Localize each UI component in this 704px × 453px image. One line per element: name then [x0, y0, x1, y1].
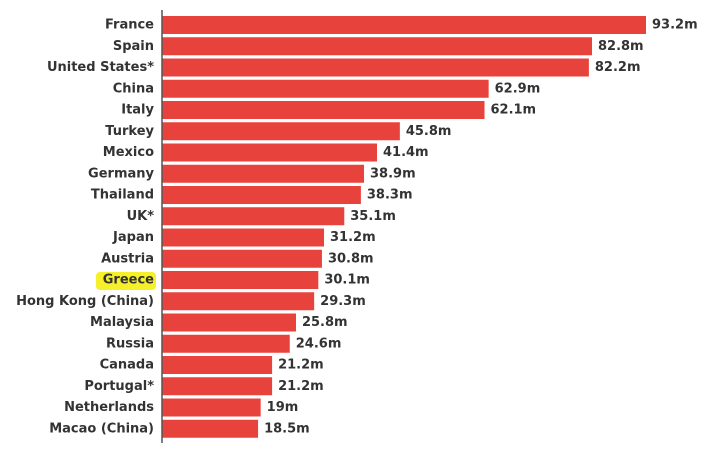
bar-macao-china: [162, 419, 259, 438]
bar-netherlands: [162, 398, 261, 417]
category-label-germany: Germany: [88, 166, 154, 181]
bar-china: [162, 79, 489, 98]
value-label-spain: 82.8m: [598, 39, 644, 54]
value-label-canada: 21.2m: [278, 358, 324, 373]
category-labels: France Spain United States* China Italy Turke…: [16, 18, 154, 437]
value-label-portugal: 21.2m: [278, 379, 324, 394]
value-label-turkey: 45.8m: [406, 124, 452, 139]
bar-russia: [162, 334, 290, 353]
value-label-thailand: 38.3m: [367, 188, 413, 203]
bar-uk: [162, 207, 345, 226]
category-label-turkey: Turkey: [105, 124, 154, 139]
category-label-portugal: Portugal*: [84, 379, 154, 394]
bar-mexico: [162, 143, 377, 162]
bar-italy: [162, 101, 485, 119]
value-label-macao-china: 18.5m: [264, 421, 310, 436]
category-label-canada: Canada: [100, 358, 154, 373]
bar-spain: [162, 37, 592, 56]
category-label-malaysia: Malaysia: [90, 315, 154, 330]
value-labels: 93.2m 82.8m 82.2m 62.9m 62.1m 45.8m 41.4m 38.9m…: [264, 18, 698, 437]
value-label-china: 62.9m: [495, 81, 541, 96]
bar-united-states: [162, 58, 589, 77]
value-label-italy: 62.1m: [490, 103, 536, 118]
category-label-netherlands: Netherlands: [64, 400, 154, 415]
bar-malaysia: [162, 313, 296, 332]
highlight-layer: [96, 272, 156, 290]
value-label-japan: 31.2m: [330, 230, 376, 245]
category-label-china: China: [113, 81, 154, 96]
bar-greece: [162, 271, 319, 289]
category-label-thailand: Thailand: [91, 188, 154, 203]
value-label-france: 93.2m: [652, 18, 698, 33]
category-label-spain: Spain: [113, 39, 154, 54]
bar-canada: [162, 356, 273, 374]
category-label-greece: Greece: [103, 273, 154, 288]
category-label-russia: Russia: [106, 336, 154, 351]
bar-germany: [162, 164, 365, 183]
bar-thailand: [162, 186, 361, 204]
value-label-united-states: 82.2m: [595, 60, 641, 75]
value-label-hong-kong-china: 29.3m: [320, 294, 366, 309]
category-label-japan: Japan: [112, 230, 154, 245]
bar-hong-kong-china: [162, 292, 315, 311]
bar-turkey: [162, 122, 400, 141]
category-label-uk: UK*: [127, 209, 155, 224]
value-label-austria: 30.8m: [328, 251, 374, 266]
category-label-italy: Italy: [121, 103, 154, 118]
category-label-united-states: United States*: [47, 60, 154, 75]
category-label-france: France: [105, 18, 154, 33]
bar-portugal: [162, 377, 273, 396]
bars: [162, 16, 646, 438]
value-label-mexico: 41.4m: [383, 145, 429, 160]
value-label-netherlands: 19m: [267, 400, 299, 415]
value-label-greece: 30.1m: [324, 273, 370, 288]
bar-france: [162, 16, 646, 34]
value-label-malaysia: 25.8m: [302, 315, 348, 330]
highlight-greece: [96, 272, 156, 290]
category-label-austria: Austria: [101, 251, 154, 266]
category-label-hong-kong-china: Hong Kong (China): [16, 294, 154, 309]
value-label-russia: 24.6m: [296, 336, 342, 351]
value-label-germany: 38.9m: [370, 166, 416, 181]
category-label-macao-china: Macao (China): [49, 421, 154, 436]
value-label-uk: 35.1m: [350, 209, 396, 224]
category-label-mexico: Mexico: [103, 145, 154, 160]
bar-austria: [162, 249, 322, 268]
bar-japan: [162, 228, 325, 247]
